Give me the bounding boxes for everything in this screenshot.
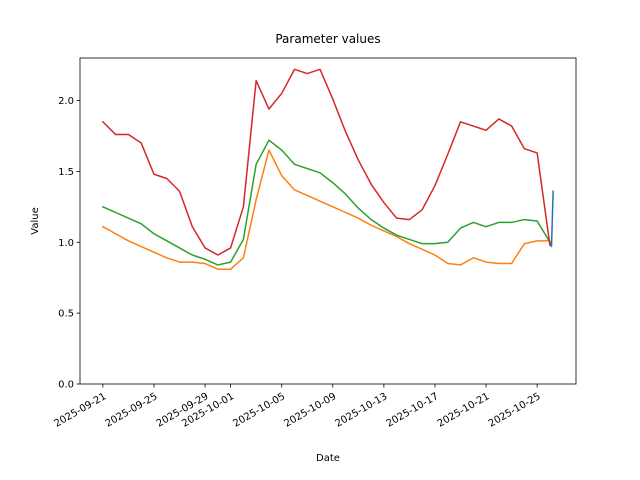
y-axis-label: Value xyxy=(30,207,41,234)
series-line xyxy=(101,139,551,266)
x-axis-label: Date xyxy=(316,453,340,464)
y-tick-label: 0.5 xyxy=(58,309,74,320)
chart-title: Parameter values xyxy=(275,32,380,46)
y-tick-label: 0.0 xyxy=(58,380,74,391)
series-line xyxy=(101,68,551,256)
y-tick-label: 1.0 xyxy=(58,238,74,249)
y-tick-label: 2.0 xyxy=(58,96,74,107)
plot-frame xyxy=(79,57,577,385)
y-tick-label: 1.5 xyxy=(58,167,74,178)
series-line xyxy=(101,149,551,270)
